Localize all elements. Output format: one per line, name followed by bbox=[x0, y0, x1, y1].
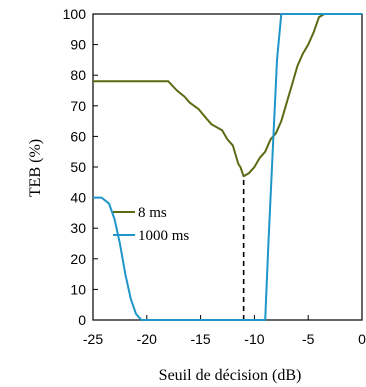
y-tick-label: 20 bbox=[70, 251, 86, 267]
x-axis-label: Seuil de décision (dB) bbox=[159, 367, 302, 384]
x-tick-label: 0 bbox=[358, 331, 366, 347]
x-tick-label: -15 bbox=[190, 331, 210, 347]
x-tick-label: -20 bbox=[137, 331, 157, 347]
legend-label: 1000 ms bbox=[138, 228, 189, 244]
chart-series bbox=[93, 13, 362, 321]
x-axis-ticks: -25 -20 -15 -10 -5 0 bbox=[83, 315, 366, 347]
x-tick-label: -10 bbox=[244, 331, 264, 347]
y-tick-label: 50 bbox=[70, 159, 86, 175]
y-tick-label: 60 bbox=[70, 128, 86, 144]
y-tick-label: 100 bbox=[63, 6, 87, 22]
chart-axes bbox=[92, 13, 363, 321]
y-tick-label: 80 bbox=[70, 67, 86, 83]
plot-frame bbox=[92, 13, 363, 321]
x-tick-label: -25 bbox=[83, 331, 103, 347]
y-axis-label: TEB (%) bbox=[27, 139, 44, 197]
chart-legend: 8 ms 1000 ms bbox=[113, 205, 189, 244]
y-tick-label: 90 bbox=[70, 37, 86, 53]
y-tick-label: 70 bbox=[70, 98, 86, 114]
y-tick-label: 10 bbox=[70, 281, 86, 297]
y-tick-label: 40 bbox=[70, 190, 86, 206]
x-tick-label: -5 bbox=[302, 331, 315, 347]
y-tick-label: 0 bbox=[78, 312, 86, 328]
y-tick-label: 30 bbox=[70, 220, 86, 236]
y-axis-ticks: 0 10 20 30 40 50 60 70 80 90 100 bbox=[63, 6, 98, 328]
legend-label: 8 ms bbox=[138, 205, 167, 221]
series-line-8ms bbox=[93, 13, 362, 178]
series-line-1000ms bbox=[93, 13, 362, 321]
